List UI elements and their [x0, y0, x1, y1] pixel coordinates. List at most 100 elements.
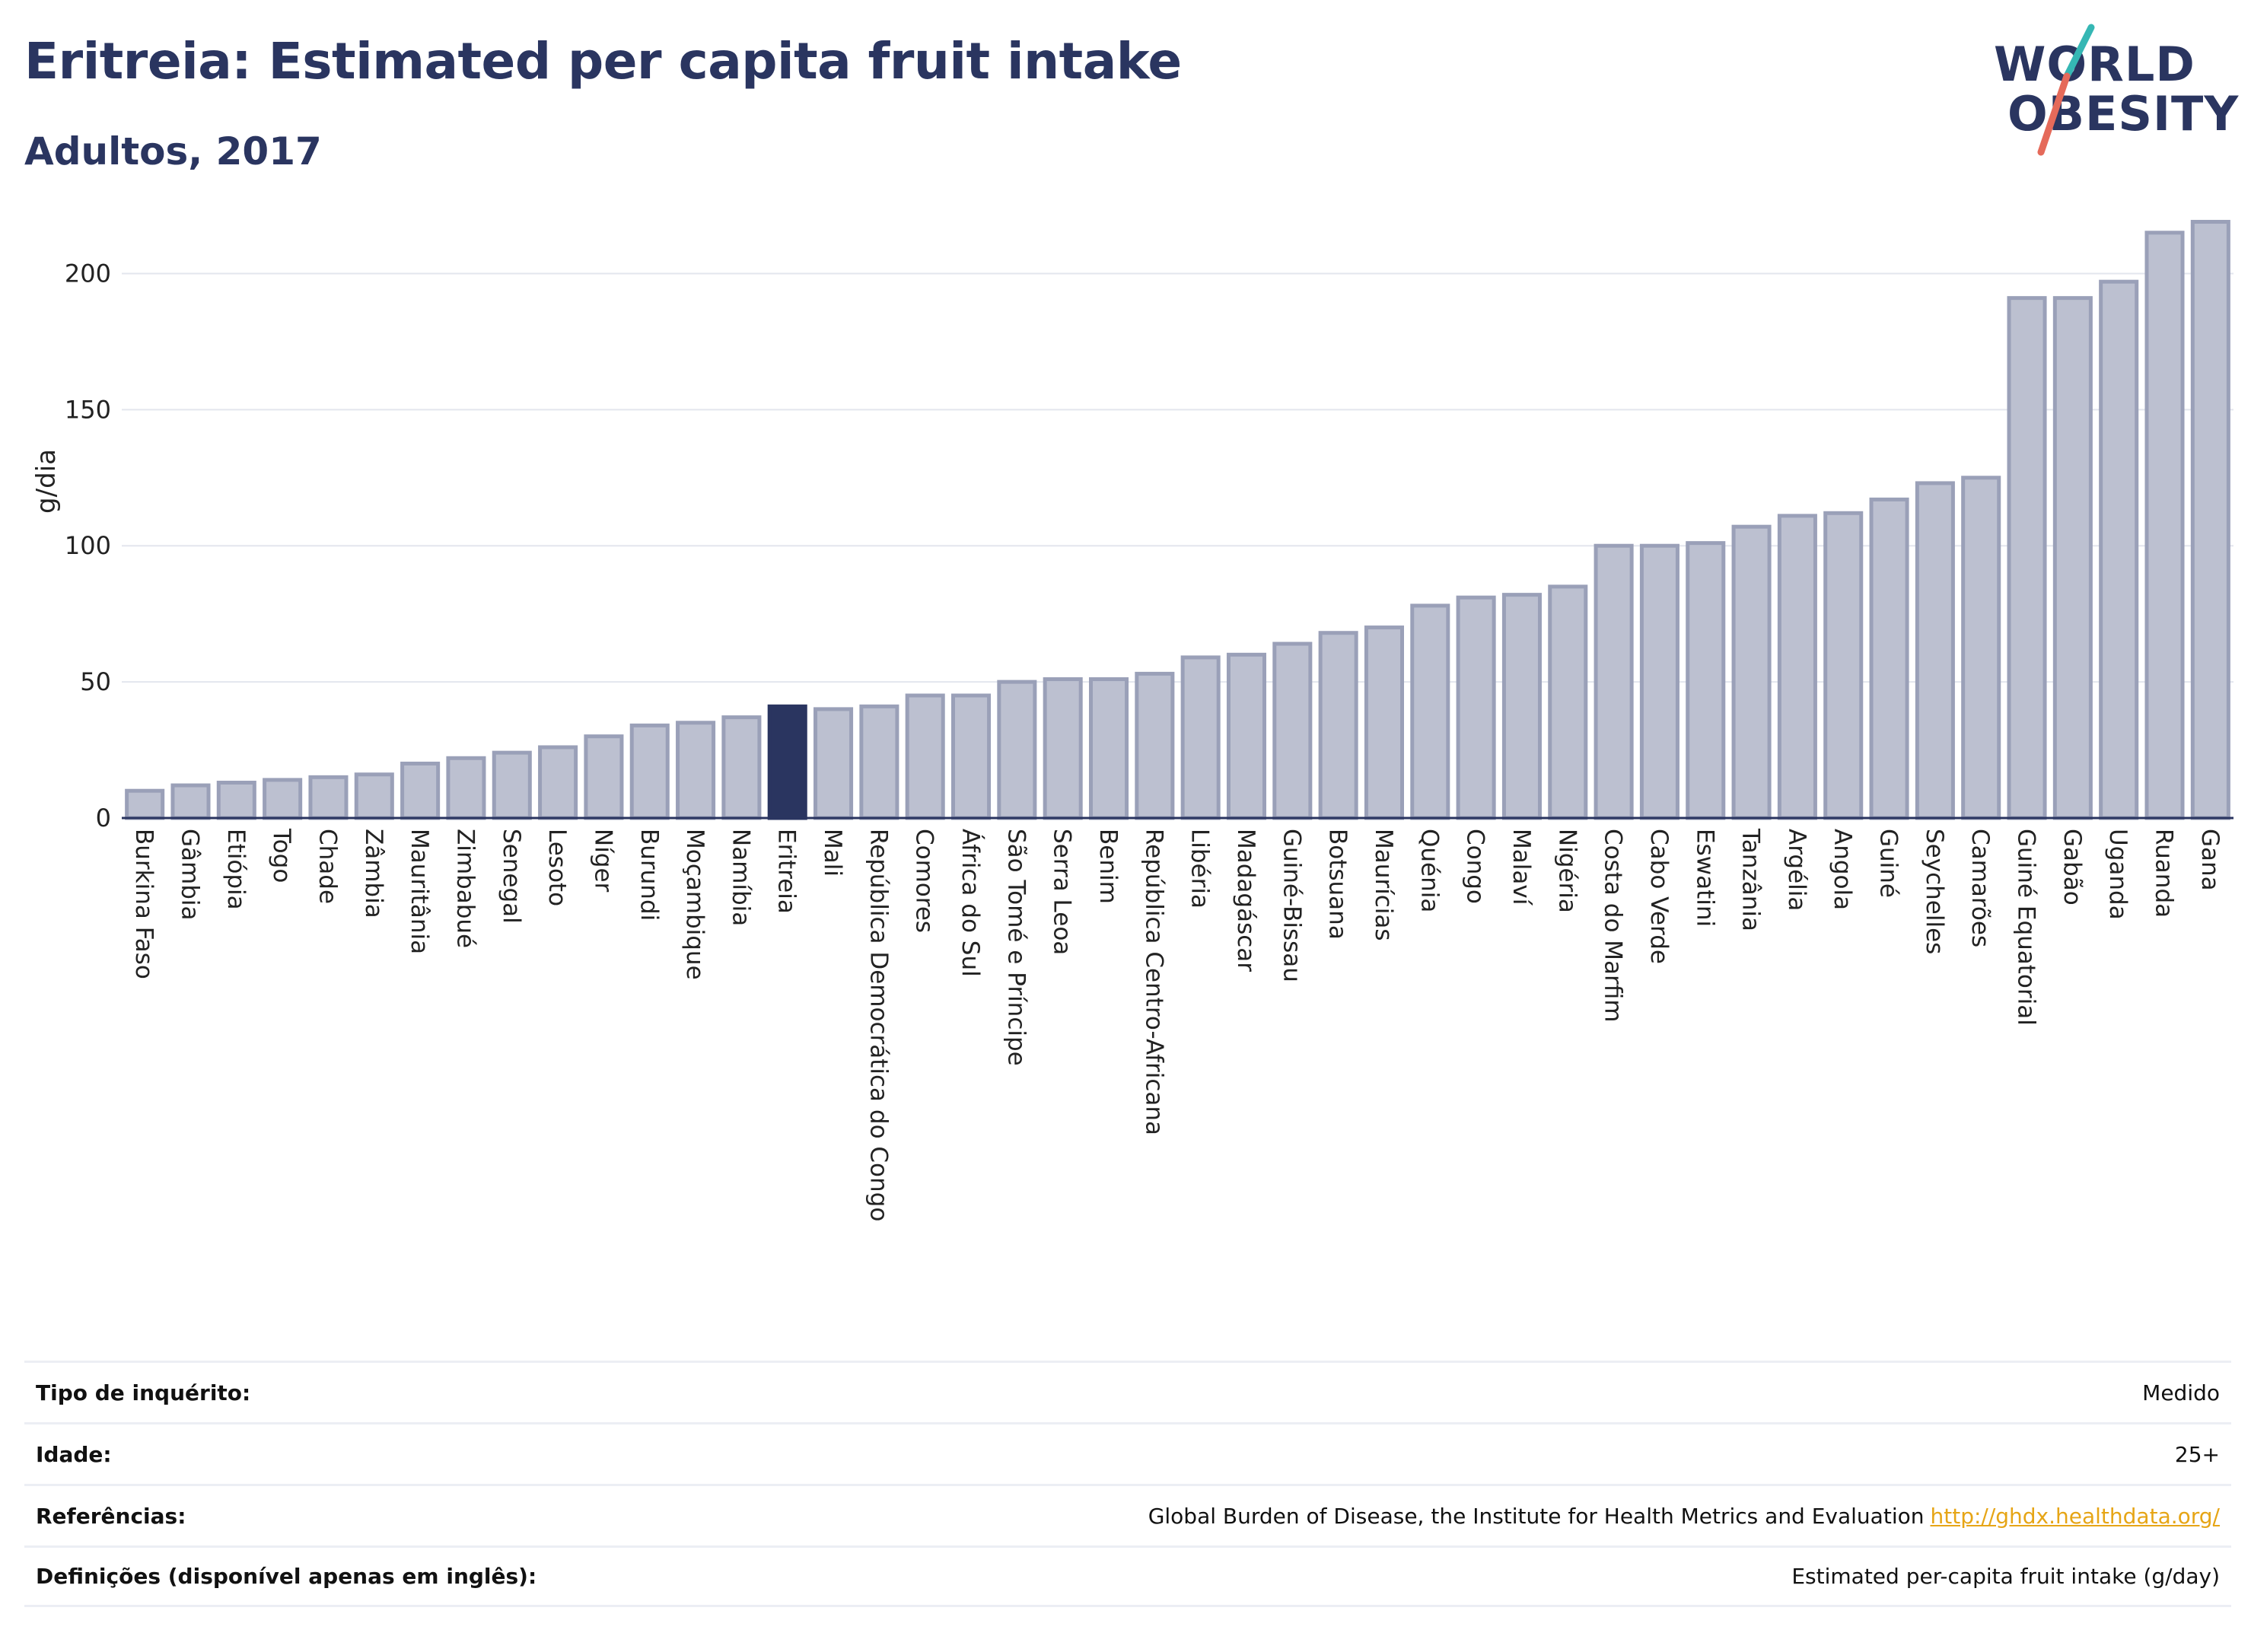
x-tick-label: Burundi	[635, 829, 663, 921]
x-tick-label: Malaví	[1508, 829, 1535, 906]
bar[interactable]	[1501, 593, 1542, 820]
y-tick-label: 200	[65, 259, 111, 288]
bar[interactable]	[216, 780, 256, 820]
bar[interactable]	[1731, 524, 1772, 820]
x-tick-label: Chade	[314, 829, 341, 904]
x-tick-label: Namíbia	[727, 829, 754, 926]
info-value: 25+	[2174, 1441, 2220, 1467]
x-tick-label: Mali	[819, 829, 846, 877]
y-axis-ticks: 0 50 100 150 200	[65, 259, 111, 832]
reference-link[interactable]: http://ghdx.healthdata.org/	[1930, 1503, 2220, 1529]
bar[interactable]	[1777, 514, 1817, 820]
info-key: Idade:	[36, 1441, 112, 1467]
x-tick-label: Níger	[589, 829, 616, 893]
x-tick-label: Eswatini	[1691, 829, 1718, 927]
info-row-references: Referências: Global Burden of Disease, t…	[24, 1484, 2231, 1545]
bar[interactable]	[446, 756, 486, 820]
bars	[125, 219, 2230, 820]
x-tick-label: Nigéria	[1553, 829, 1581, 913]
bar[interactable]	[2052, 296, 2093, 820]
bar[interactable]	[400, 761, 441, 820]
x-tick-label: Congo	[1462, 829, 1489, 904]
bar[interactable]	[1594, 543, 1634, 820]
bar[interactable]	[1410, 603, 1450, 820]
y-tick-label: 50	[80, 667, 111, 696]
info-row-survey-type: Tipo de inquérito: Medido	[24, 1361, 2231, 1422]
x-tick-label: Camarões	[1966, 829, 1994, 947]
bar[interactable]	[1456, 595, 1496, 820]
bar[interactable]	[721, 715, 762, 820]
x-tick-label: Zâmbia	[360, 829, 387, 918]
x-tick-label: Guiné	[1875, 829, 1902, 898]
bar[interactable]	[2144, 231, 2185, 820]
bar[interactable]	[905, 693, 945, 820]
y-tick-label: 150	[65, 395, 111, 424]
x-tick-label: Comores	[911, 829, 938, 933]
bar[interactable]	[951, 693, 992, 820]
bar-chart: 0 50 100 150 200 Burkina Faso Gâmbia Etiópia To…	[31, 219, 2233, 1221]
bar[interactable]	[676, 721, 716, 820]
x-tick-label: Argélia	[1783, 829, 1810, 911]
x-tick-label: Lesoto	[543, 829, 571, 906]
logo-slash-icon	[2037, 24, 2095, 156]
x-tick-label: Etiópia	[222, 829, 250, 910]
bar[interactable]	[354, 772, 394, 820]
bar[interactable]	[538, 745, 578, 820]
bar[interactable]	[1548, 584, 1588, 820]
logo-line-1: WORLD	[1994, 37, 2195, 92]
bar[interactable]	[1180, 655, 1221, 820]
x-tick-label: Tanzânia	[1737, 828, 1765, 931]
bar[interactable]	[1869, 497, 1909, 820]
bar[interactable]	[1043, 677, 1083, 820]
bar[interactable]	[1135, 671, 1175, 820]
bar[interactable]	[2190, 219, 2230, 820]
bar[interactable]	[1961, 476, 2001, 820]
bar[interactable]	[263, 778, 303, 820]
x-tick-label: Gabão	[2058, 829, 2086, 906]
y-tick-label: 0	[96, 804, 111, 832]
x-tick-label: Benim	[1094, 829, 1122, 904]
x-tick-label: Mauritânia	[406, 829, 433, 954]
info-key: Tipo de inquérito:	[36, 1380, 251, 1405]
bar[interactable]	[1686, 541, 1726, 820]
x-tick-label: Seychelles	[1921, 829, 1948, 954]
x-axis-labels: Burkina Faso Gâmbia Etiópia Togo Chade Zâmbia…	[130, 828, 2224, 1221]
y-tick-label: 100	[65, 531, 111, 560]
bar[interactable]	[170, 783, 211, 820]
bar[interactable]	[813, 707, 854, 820]
x-tick-label: Ruanda	[2151, 829, 2178, 918]
bar[interactable]	[492, 750, 532, 820]
bar[interactable]	[997, 680, 1037, 820]
x-tick-label: São Tomé e Príncipe	[1002, 829, 1030, 1066]
x-tick-label: Gâmbia	[176, 829, 203, 921]
x-tick-label: Quénia	[1415, 829, 1443, 912]
x-tick-label: Moçambique	[681, 829, 708, 980]
bar[interactable]	[767, 704, 807, 820]
x-tick-label: Cabo Verde	[1645, 829, 1673, 964]
bar[interactable]	[1088, 677, 1129, 820]
bar[interactable]	[308, 775, 349, 820]
bar[interactable]	[1915, 481, 1955, 820]
info-value: Estimated per-capita fruit intake (g/day…	[1791, 1564, 2220, 1589]
bar[interactable]	[2099, 279, 2139, 820]
bar[interactable]	[1226, 652, 1267, 820]
x-tick-label: Zimbabué	[451, 829, 479, 948]
bar[interactable]	[1364, 625, 1404, 820]
info-key: Referências:	[36, 1503, 186, 1529]
bar[interactable]	[2007, 296, 2047, 820]
x-tick-label: Guiné-Bissau	[1278, 829, 1305, 982]
y-axis-title: g/dia	[31, 449, 62, 514]
bar[interactable]	[1823, 511, 1864, 820]
bar[interactable]	[125, 788, 165, 820]
x-tick-label: Senegal	[498, 829, 525, 924]
world-obesity-logo[interactable]: WORLD OBESITY	[1979, 21, 2238, 158]
bar[interactable]	[1639, 543, 1679, 820]
bar[interactable]	[584, 734, 624, 820]
bar[interactable]	[1318, 631, 1358, 820]
bar[interactable]	[629, 723, 670, 820]
x-tick-label: República Democrática do Congo	[864, 829, 892, 1221]
x-tick-label: Angola	[1829, 829, 1856, 910]
info-row-age: Idade: 25+	[24, 1422, 2231, 1484]
bar[interactable]	[859, 704, 899, 820]
bar[interactable]	[1272, 641, 1313, 820]
